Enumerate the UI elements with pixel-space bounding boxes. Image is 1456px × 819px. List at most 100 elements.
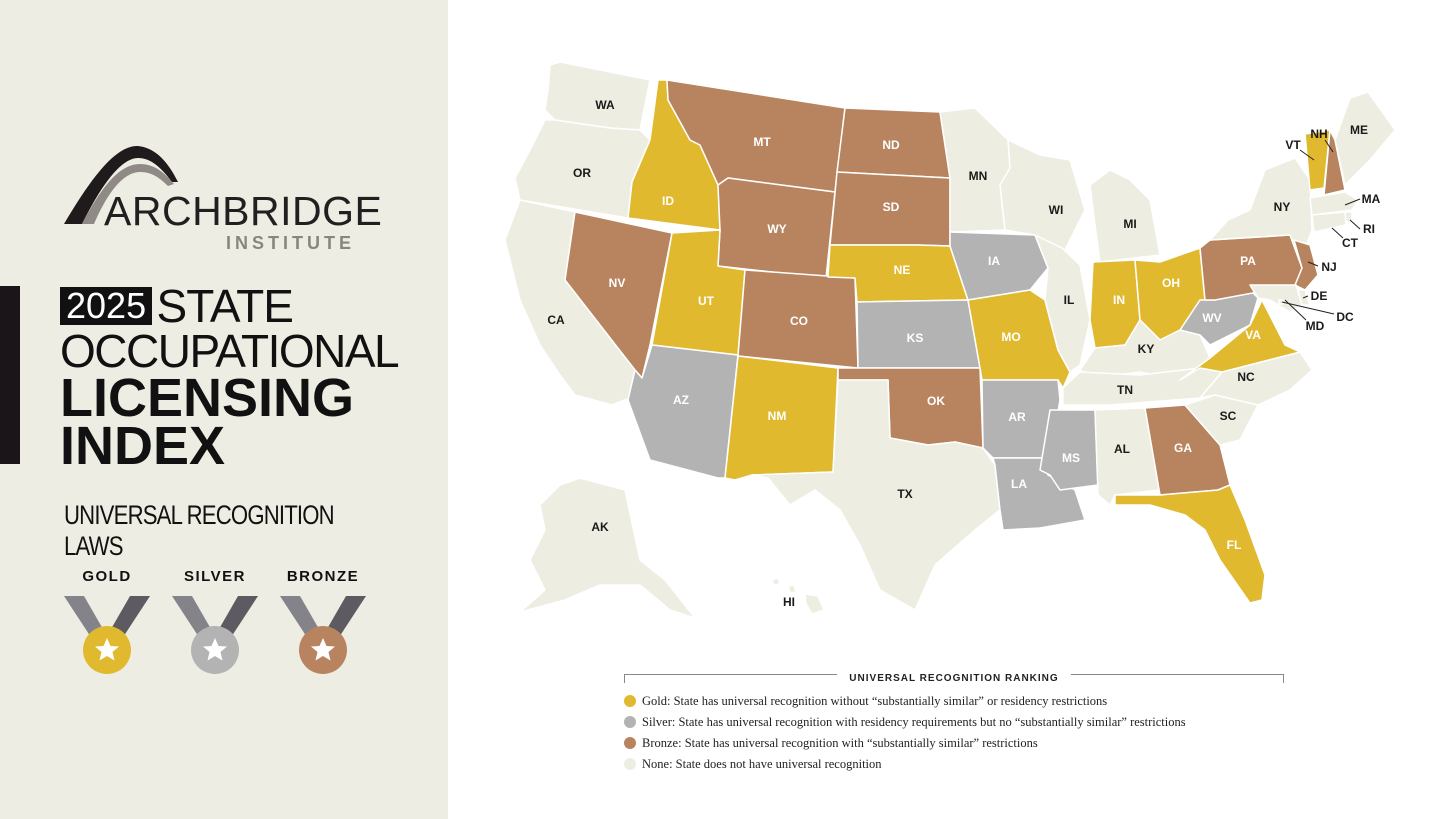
state-label-nm: NM (768, 409, 787, 423)
state-label-ok: OK (927, 394, 945, 408)
legend-item-none: None: State does not have universal reco… (624, 757, 882, 772)
state-label-fl: FL (1227, 538, 1242, 552)
state-label-ks: KS (907, 331, 924, 345)
state-label-ms: MS (1062, 451, 1080, 465)
state-label-or: OR (573, 166, 591, 180)
state-label-nv: NV (609, 276, 626, 290)
leader-line-ri (1349, 219, 1361, 230)
state-label-tx: TX (897, 487, 912, 501)
arch-logo-icon (64, 145, 178, 224)
legend-item-bronze: Bronze: State has universal recognition … (624, 736, 1038, 751)
state-label-vt: VT (1285, 138, 1301, 152)
state-label-ne: NE (894, 263, 911, 277)
medal-gold: GOLD (57, 568, 157, 678)
leader-line-nj (1307, 261, 1319, 267)
state-ny[interactable] (1209, 157, 1313, 263)
state-label-wi: WI (1049, 203, 1064, 217)
title-year: 2025 (60, 287, 153, 325)
subtitle: UNIVERSAL RECOGNITION LAWS (64, 500, 335, 561)
gold-medal-icon (64, 596, 150, 674)
state-label-hi: HI (783, 595, 795, 609)
state-ak[interactable] (519, 477, 696, 619)
state-label-wa: WA (595, 98, 615, 112)
title-line2: OCCUPATIONAL (60, 325, 400, 377)
state-label-ky: KY (1138, 342, 1155, 356)
state-label-nd: ND (882, 138, 900, 152)
page-title: 2025 STATE OCCUPATIONAL LICENSING INDEX (60, 283, 400, 473)
us-map: WA OR CA ID NV MT WY UT AZ CO NM ND SD NE KS OK TX MN IA MO… (504, 61, 1396, 619)
state-label-co: CO (790, 314, 808, 328)
bronze-dot-icon (624, 737, 636, 749)
medal-bronze: BRONZE (273, 568, 373, 678)
state-label-ct: CT (1342, 236, 1359, 250)
state-label-ak: AK (591, 520, 609, 534)
state-label-mn: MN (969, 169, 988, 183)
gold-dot-icon (624, 695, 636, 707)
state-mi[interactable] (1089, 169, 1161, 263)
state-label-ny: NY (1274, 200, 1291, 214)
state-label-il: IL (1064, 293, 1075, 307)
state-label-ga: GA (1174, 441, 1192, 455)
state-label-al: AL (1114, 442, 1130, 456)
state-hi[interactable] (771, 577, 825, 615)
leader-line-ct (1331, 227, 1344, 239)
legend-text-gold: Gold: State has universal recognition wi… (642, 694, 1108, 708)
medal-label-bronze: BRONZE (286, 568, 360, 585)
state-label-pa: PA (1240, 254, 1256, 268)
medal-silver: SILVER (165, 568, 265, 678)
state-label-ia: IA (988, 254, 1000, 268)
state-label-mo: MO (1001, 330, 1020, 344)
state-dc[interactable] (1278, 299, 1284, 305)
leader-line-ma (1344, 198, 1361, 206)
brand-name: ARCHBRIDGE (104, 188, 383, 234)
state-label-sd: SD (883, 200, 900, 214)
state-label-az: AZ (673, 393, 689, 407)
state-label-dc: DC (1336, 310, 1354, 324)
legend-item-silver: Silver: State has universal recognition … (624, 715, 1186, 730)
state-label-ma: MA (1362, 192, 1381, 206)
state-label-me: ME (1350, 123, 1368, 137)
state-tx[interactable] (751, 379, 1001, 611)
medal-label-silver: SILVER (183, 568, 247, 585)
state-label-id: ID (662, 194, 674, 208)
leader-line-vt (1299, 149, 1315, 161)
state-ma[interactable] (1309, 191, 1359, 216)
state-va[interactable] (1179, 299, 1301, 381)
title-line3: LICENSING (60, 368, 355, 428)
leader-line-nh (1324, 139, 1334, 153)
state-label-de: DE (1311, 289, 1328, 303)
state-fl[interactable] (1114, 484, 1266, 604)
state-tn[interactable] (1062, 367, 1223, 406)
state-label-mt: MT (753, 135, 771, 149)
state-ct[interactable] (1311, 211, 1347, 233)
state-me[interactable] (1334, 91, 1396, 186)
state-mo[interactable] (967, 289, 1071, 389)
legend-text-bronze: Bronze: State has universal recognition … (642, 736, 1038, 750)
silver-medal-icon (172, 596, 258, 674)
silver-dot-icon (624, 716, 636, 728)
legend-text-none: None: State does not have universal reco… (642, 757, 882, 771)
left-panel: ARCHBRIDGE INSTITUTE 2025 STATE OCCUPATI… (0, 0, 448, 819)
bronze-medal-icon (280, 596, 366, 674)
leader-line-dc (1281, 301, 1335, 315)
state-label-oh: OH (1162, 276, 1180, 290)
accent-bar (0, 286, 20, 464)
state-il[interactable] (1034, 234, 1091, 373)
title-line1: STATE (156, 280, 294, 332)
archbridge-logo: ARCHBRIDGE INSTITUTE (60, 140, 390, 255)
state-label-ar: AR (1008, 410, 1026, 424)
state-label-la: LA (1011, 477, 1027, 491)
state-label-nc: NC (1237, 370, 1255, 384)
none-dot-icon (624, 758, 636, 770)
state-label-sc: SC (1220, 409, 1237, 423)
state-label-ut: UT (698, 294, 715, 308)
state-label-in: IN (1113, 293, 1125, 307)
state-label-nj: NJ (1321, 260, 1336, 274)
state-label-va: VA (1245, 328, 1261, 342)
state-label-wv: WV (1202, 311, 1221, 325)
legend-title: UNIVERSAL RECOGNITION RANKING (837, 673, 1071, 684)
state-label-nh: NH (1310, 127, 1327, 141)
state-md[interactable] (1249, 284, 1303, 313)
brand-subname: INSTITUTE (226, 233, 355, 253)
state-wa[interactable] (544, 61, 651, 131)
